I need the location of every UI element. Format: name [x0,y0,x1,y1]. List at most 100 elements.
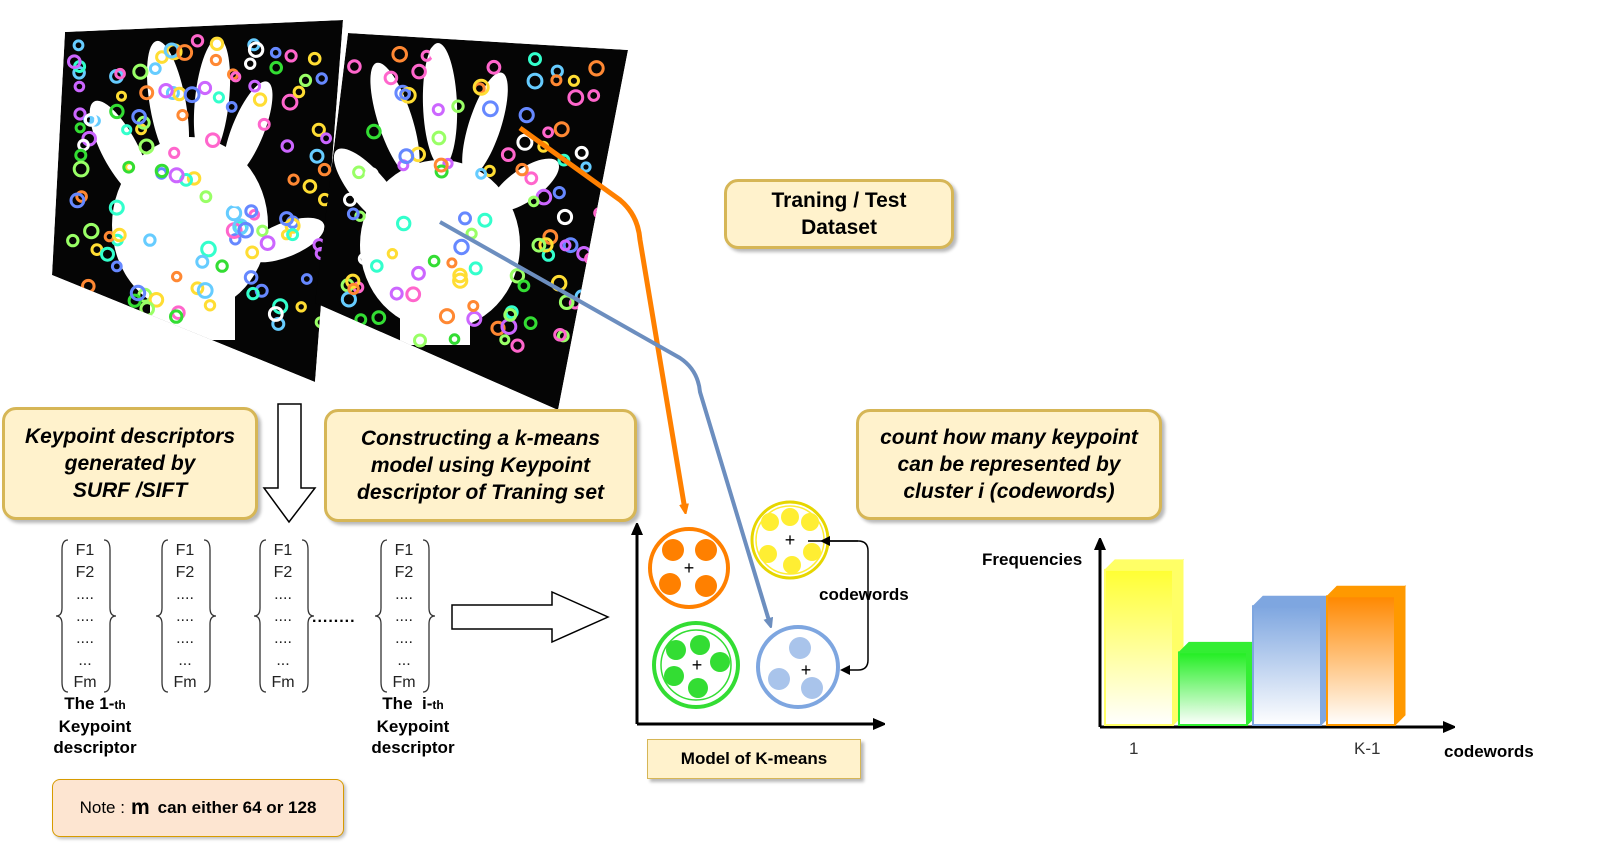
keypoint-ring [528,52,542,67]
right-arrow [451,590,610,644]
keypoint-ring [247,41,265,58]
keypoint-ring [72,160,90,178]
kmeans-model-label: Model of K-means [647,739,861,779]
svg-text:+: + [684,558,695,578]
keypoint-ring [523,316,538,331]
descriptor-row: ... [178,652,192,669]
keypoint-descriptor-vector: F1 F2............... Fm [384,540,424,694]
keypoint-ring [295,301,307,313]
keypoint-ring [203,299,217,312]
dataset-box: Traning / Test Dataset [724,179,954,249]
keypoint-ring [320,132,333,145]
keypoint-ring [209,53,222,67]
keypoint-ring [108,199,125,216]
keypoint-ring [75,190,88,203]
keypoint-ring [542,229,559,245]
right-brace [203,539,217,693]
keypoint-ring [186,171,202,186]
hand-image-1 [52,20,343,382]
keypoint-ring [490,320,506,336]
descriptor-row: ... [397,652,411,669]
histogram-tick-first: 1 [1129,739,1139,758]
keypoint-ring [396,215,412,232]
keypoint-ring [287,173,300,186]
keypoint-ring [347,59,362,74]
keypoint-ring [482,100,499,118]
cluster-yellow: + [750,500,830,580]
keypoint-ring [121,124,133,136]
keypoint-ring [169,309,184,324]
keypoint-ring [195,254,210,269]
keypoint-ring [588,60,605,77]
keypoint-ring [100,246,115,262]
descriptor-row: .... [176,586,194,603]
keypoint-ring [587,89,601,102]
keypoint-ring [370,259,384,273]
keypoint-ring [434,164,449,179]
keypoint-ring [431,103,445,117]
keypoint-ring [183,86,201,104]
keypoint-generation-box: Keypoint descriptors generated by SURF /SI… [2,407,258,520]
descriptor-row: .... [176,608,194,625]
keypoint-ring [475,167,488,180]
keypoint-ring [509,268,526,284]
keypoint-ring [559,239,572,252]
descriptor-row: F2 [175,564,195,581]
keypoint-ring [472,78,490,96]
keypoint-ring [517,279,531,293]
keypoint-ring [196,282,214,299]
keypoint-ring [499,334,511,346]
keypoint-ring [317,162,332,177]
keypoint-ring [257,117,271,131]
keypoint-ring [486,59,502,75]
keypoint-ring [433,157,449,173]
descriptor-row: .... [274,608,292,625]
keypoint-ring [114,67,126,80]
keypoint-ring [190,34,205,48]
cluster-green: + [652,621,740,709]
keypoint-ring [346,207,360,221]
keypoint-ring [567,74,581,87]
keypoint-ring [69,192,86,209]
keypoint-ring [398,148,415,165]
keypoint-ring [215,259,229,273]
keypoint-ring [526,72,544,90]
keypoint-ring [244,57,257,70]
keypoint-ring [73,80,86,93]
keypoint-rings-1 [66,34,333,331]
keypoint-ring [468,261,483,276]
keypoint-ring [347,282,360,296]
descriptor-row: .... [395,630,413,647]
descriptor-row: F1 [175,542,195,559]
descriptor-row: F2 [75,564,95,581]
keypoint-ring [243,270,259,285]
keypoint-ring [446,257,458,269]
histogram-bar [1177,641,1259,727]
descriptor-row: .... [274,586,292,603]
keypoint-ring [524,171,539,186]
keypoint-ring [389,286,404,301]
keypoint-ring [171,270,183,283]
keypoint-ring [131,109,147,125]
keypoint-ring [148,62,162,75]
keypoint-ring [556,208,574,226]
histogram-xlabel: codewords [1444,742,1534,761]
codewords-label: codewords [819,585,909,604]
keypoint-ring [229,233,242,246]
descriptor-row: Fm [392,674,416,691]
note-box: Note : m can either 64 or 128 [52,779,344,837]
descriptor-row: Fm [271,674,295,691]
keypoint-ring [343,192,357,207]
keypoint-ring [227,189,244,207]
keypoint-ring [516,133,534,151]
descriptor-row: .... [76,630,94,647]
keypoint-ring [197,80,213,96]
keypoint-ring [315,72,328,85]
orange-arrow [518,125,685,510]
keypoint-ring [413,333,427,348]
keypoint-ring [237,221,254,239]
keypoint-ring [366,123,382,140]
keypoint-ring [515,162,529,177]
keypoint-ring [139,85,155,101]
